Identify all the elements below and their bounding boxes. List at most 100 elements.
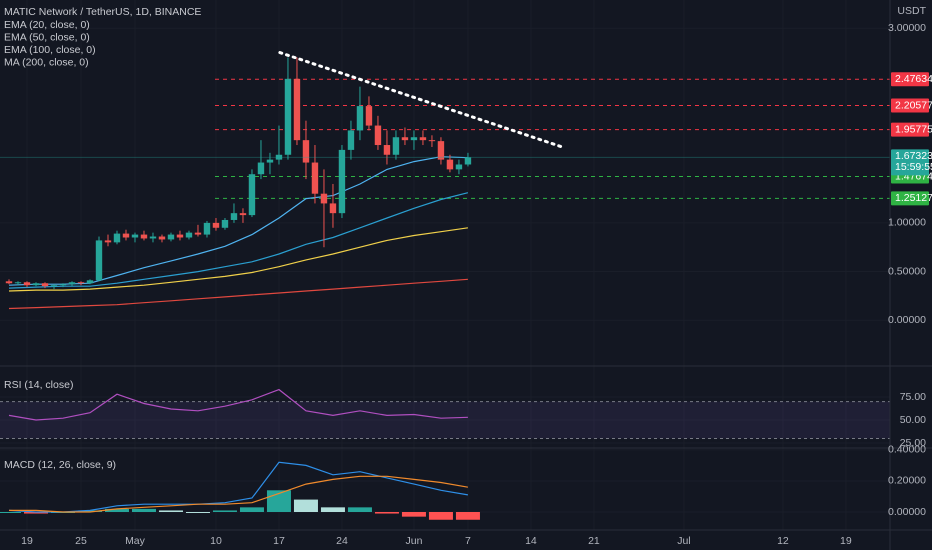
trendline xyxy=(278,51,567,150)
candle-body xyxy=(248,174,256,216)
macd-histogram-bar xyxy=(104,508,129,512)
macd-histogram-bar xyxy=(374,512,399,514)
macd-histogram-bar xyxy=(77,510,102,512)
candle-body xyxy=(464,157,472,165)
candle-body xyxy=(320,193,328,204)
candle-body xyxy=(50,285,58,287)
plot: EMA (20, close, 0)EMA (50, close, 0)EMA … xyxy=(0,19,890,520)
level-label: 1.95775 xyxy=(895,123,932,135)
candle-body xyxy=(230,213,238,220)
macd-histogram-bar xyxy=(347,507,372,512)
indicator-line xyxy=(8,227,468,292)
candle-body xyxy=(14,282,22,284)
candle-body xyxy=(185,232,193,238)
x-tick-label: 21 xyxy=(588,535,600,547)
legend-entry: EMA (20, close, 0) xyxy=(4,19,90,31)
y-tick-label: 1.00000 xyxy=(888,217,926,229)
candle-body xyxy=(194,232,202,235)
x-tick-label: 19 xyxy=(840,535,852,547)
y-tick-label: 0.20000 xyxy=(888,475,926,487)
candle-body xyxy=(302,140,310,163)
macd-histogram-bar xyxy=(293,499,318,512)
candle-body xyxy=(239,213,247,216)
grid xyxy=(0,0,890,530)
currency: USDT xyxy=(897,5,926,17)
macd-title: MACD (12, 26, close, 9) xyxy=(4,459,116,471)
candle-body xyxy=(365,106,373,126)
y-tick-label: 75.00 xyxy=(900,391,926,403)
candle-body xyxy=(23,282,31,286)
candle-body xyxy=(5,281,13,284)
candle-body xyxy=(293,78,301,141)
x-tick-label: 14 xyxy=(525,535,537,547)
y-tick-label: 0.40000 xyxy=(888,444,926,456)
legend-entry: MA (200, close, 0) xyxy=(4,57,89,69)
rsi-band xyxy=(0,401,890,439)
candle-body xyxy=(446,159,454,170)
y-tick-label: 0.00000 xyxy=(888,314,926,326)
candle-body xyxy=(257,162,265,175)
indicator-line xyxy=(8,192,469,289)
level-label-box xyxy=(891,122,929,137)
candle-body xyxy=(95,240,103,281)
y-tick-label: 0.00000 xyxy=(888,506,926,518)
candle-body xyxy=(284,78,292,155)
level-label: 2.47634 xyxy=(895,73,932,85)
candle-body xyxy=(275,154,283,160)
candle-body xyxy=(86,280,94,284)
candle-body xyxy=(122,233,130,238)
macd-histogram-bar xyxy=(212,510,237,512)
candle-body xyxy=(68,282,76,285)
legend-entry: EMA (50, close, 0) xyxy=(4,31,90,43)
macd-histogram-bar xyxy=(239,507,264,512)
candle-body xyxy=(158,236,166,240)
rsi-line xyxy=(8,388,468,421)
x-tick-label: Jun xyxy=(405,535,422,547)
indicator-line xyxy=(8,156,468,286)
candle-body xyxy=(32,283,40,286)
candle-body xyxy=(410,137,418,141)
chart-title: MATIC Network / TetherUS, 1D, BINANCE xyxy=(4,6,201,18)
candle-body xyxy=(104,240,112,243)
y-tick-label: 0.50000 xyxy=(888,265,926,277)
level-label-box xyxy=(891,72,929,87)
macd-line xyxy=(8,461,469,513)
indicator-line xyxy=(8,278,468,310)
x-tick-label: 17 xyxy=(273,535,285,547)
countdown: 15:59:55 xyxy=(895,161,932,173)
macd-histogram-bar xyxy=(401,512,426,517)
candle-body xyxy=(167,234,175,240)
level-label-box xyxy=(891,98,929,113)
macd-histogram-bar xyxy=(320,507,345,512)
legend-entry: EMA (100, close, 0) xyxy=(4,44,96,56)
candle-body xyxy=(455,164,463,170)
candle-body xyxy=(212,222,220,228)
x-tick-label: 10 xyxy=(210,535,222,547)
last-price-label: 1.67323 xyxy=(895,150,932,162)
candle-body xyxy=(149,236,157,239)
candle-body xyxy=(77,282,85,284)
candle-body xyxy=(338,149,346,214)
x-tick-label: 7 xyxy=(465,535,471,547)
candle-body xyxy=(59,284,67,286)
rsi-title: RSI (14, close) xyxy=(4,379,73,391)
candle-body xyxy=(419,137,427,141)
candle-body xyxy=(176,234,184,238)
candle-body xyxy=(437,141,445,160)
macd-histogram-bar xyxy=(0,512,21,513)
level-label-box xyxy=(891,191,929,206)
last-price-box xyxy=(891,149,929,176)
y-tick-label: 50.00 xyxy=(900,414,926,426)
level-label: 1.25127 xyxy=(895,192,932,204)
candle-body xyxy=(266,159,274,163)
level-label: 2.20577 xyxy=(895,99,932,111)
candle-body xyxy=(203,222,211,235)
x-tick-label: 19 xyxy=(21,535,33,547)
candle-body xyxy=(374,125,382,146)
signal-line xyxy=(9,475,469,513)
x-tick-label: Jul xyxy=(677,535,690,547)
candle-body xyxy=(41,283,49,287)
x-tick-label: 25 xyxy=(75,535,87,547)
